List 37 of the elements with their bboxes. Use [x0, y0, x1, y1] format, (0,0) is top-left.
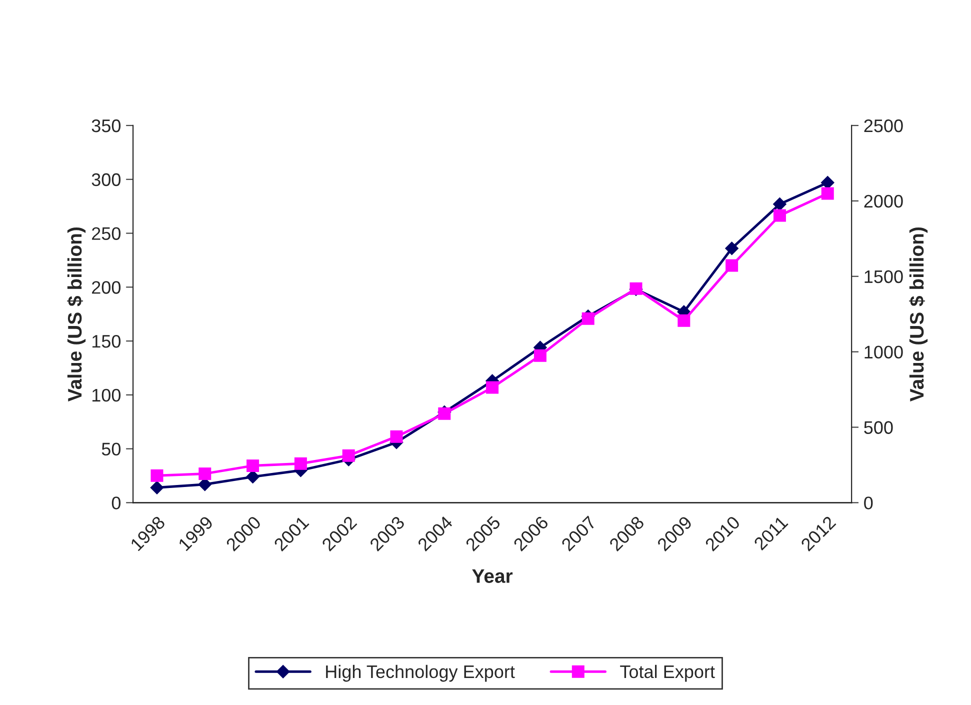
point [821, 187, 834, 200]
y2-tick-label: 500 [864, 421, 893, 434]
point [198, 467, 212, 480]
point [726, 259, 738, 272]
y2-axis-title: Value (US $ billion) [909, 228, 928, 402]
point [246, 470, 260, 484]
point [150, 480, 164, 494]
y2-tick-label: 0 [864, 496, 873, 510]
y2-tick-label: 2000 [864, 194, 903, 208]
point [390, 430, 403, 443]
legend-label: Total Export [620, 664, 715, 682]
y-tick-label: 50 [102, 442, 121, 456]
y-tick-label: 0 [112, 496, 121, 510]
point [294, 457, 307, 470]
point [773, 209, 786, 222]
y-tick-label: 300 [92, 173, 121, 186]
point [486, 381, 499, 394]
y-tick-label: 200 [92, 281, 121, 294]
point [246, 459, 260, 472]
point [725, 242, 738, 255]
point [821, 176, 834, 190]
legend-label: High Technology Export [326, 664, 515, 682]
point [773, 198, 786, 211]
y-tick-label: 250 [92, 227, 121, 240]
x-axis-title: Year [472, 569, 513, 583]
y2-tick-label: 1500 [864, 270, 903, 284]
y2-tick-label: 1000 [864, 346, 903, 359]
point [678, 314, 690, 327]
point [534, 349, 546, 362]
y2-tick-label: 2500 [864, 119, 903, 132]
point [582, 312, 594, 325]
y-axis-title: Value (US $ billion) [67, 228, 86, 402]
y-tick-label: 150 [92, 334, 121, 348]
y-tick-label: 100 [92, 388, 121, 402]
y-tick-label: 350 [92, 119, 121, 132]
point [150, 469, 164, 482]
point [342, 449, 355, 462]
